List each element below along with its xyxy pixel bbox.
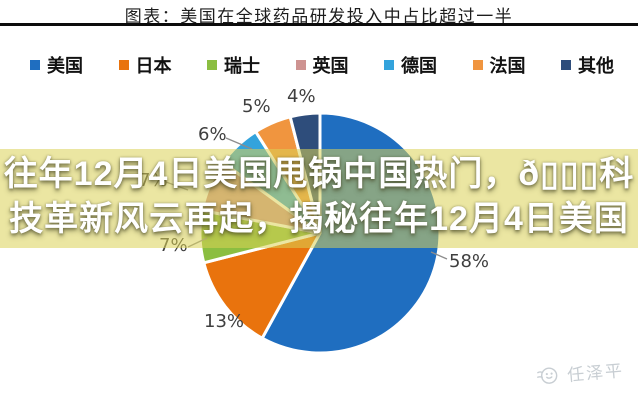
legend-swatch bbox=[561, 60, 571, 70]
legend-swatch bbox=[472, 60, 483, 70]
overlay-band bbox=[0, 149, 638, 248]
legend-label: 瑞士 bbox=[224, 56, 260, 76]
pie-slice-1 bbox=[202, 231, 322, 340]
legend-label: 日本 bbox=[135, 56, 172, 76]
legend-label: 其他 bbox=[578, 56, 614, 76]
legend-item-3: 英国 bbox=[295, 52, 349, 78]
chart-legend: 美国 日本 瑞士 英国 德国 法国 其他 bbox=[30, 52, 614, 78]
pie-percentage-label-5: 5% bbox=[242, 96, 271, 117]
legend-swatch bbox=[207, 60, 217, 70]
chart-title: 图表：美国在全球药品研发投入中占比超过一半 bbox=[124, 7, 514, 26]
legend-swatch bbox=[118, 60, 129, 70]
label-leader-line bbox=[225, 137, 253, 150]
legend-label: 法国 bbox=[489, 56, 526, 76]
legend-item-2: 瑞士 bbox=[207, 52, 260, 78]
legend-item-1: 日本 bbox=[118, 52, 172, 78]
legend-label: 美国 bbox=[47, 56, 83, 76]
pie-percentage-label-1: 13% bbox=[204, 311, 244, 332]
legend-item-0: 美国 bbox=[30, 52, 83, 78]
legend-label: 德国 bbox=[401, 56, 437, 76]
legend-item-4: 德国 bbox=[384, 52, 437, 78]
headline-overlay: 往年12月4日美国甩锅中国热门，ð▯▯▯科 技革新风云再起，揭秘往年12月4日美… bbox=[0, 152, 638, 242]
title-divider bbox=[0, 23, 638, 26]
legend-swatch bbox=[30, 60, 40, 70]
headline-line2: 技革新风云再起，揭秘往年12月4日美国 bbox=[9, 200, 629, 238]
watermark: 任泽平 bbox=[534, 356, 625, 389]
pie-percentage-label-0: 58% bbox=[449, 251, 489, 272]
legend-swatch bbox=[384, 60, 394, 70]
smiley-logo-icon bbox=[537, 366, 558, 384]
watermark-text: 任泽平 bbox=[566, 361, 625, 386]
legend-swatch bbox=[295, 60, 306, 70]
legend-item-5: 法国 bbox=[472, 52, 526, 78]
pie-percentage-label-4: 6% bbox=[198, 124, 227, 145]
headline-line1: 往年12月4日美国甩锅中国热门，ð▯▯▯科 bbox=[3, 155, 635, 193]
legend-label: 英国 bbox=[312, 56, 349, 76]
label-leader-line bbox=[430, 251, 448, 260]
pie-percentage-label-6: 4% bbox=[287, 86, 316, 107]
legend-item-6: 其他 bbox=[561, 52, 614, 78]
